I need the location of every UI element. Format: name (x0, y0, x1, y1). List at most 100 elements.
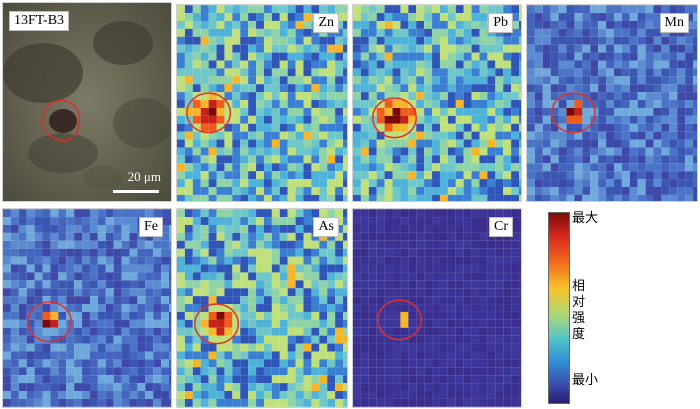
map-pixel (271, 391, 280, 399)
map-pixel (327, 398, 336, 407)
map-pixel (192, 304, 201, 312)
map-pixel (224, 76, 233, 85)
map-pixel (519, 139, 521, 148)
map-pixel (18, 232, 27, 241)
map-pixel (693, 155, 697, 164)
map-pixel (295, 288, 304, 297)
map-pixel (606, 179, 614, 188)
map-pixel (335, 84, 344, 93)
map-pixel (645, 100, 654, 108)
map-pixel (376, 256, 385, 265)
map-pixel (287, 311, 296, 320)
map-pixel (527, 20, 535, 29)
map-pixel (613, 107, 622, 116)
map-pixel (327, 131, 336, 140)
map-pixel (303, 131, 312, 140)
map-pixel (368, 13, 377, 21)
map-pixel (263, 155, 272, 164)
map-pixel (89, 224, 98, 233)
map-pixel (471, 123, 480, 132)
map-pixel (177, 194, 185, 201)
map-pixel (360, 100, 369, 108)
map-pixel (58, 248, 67, 257)
map-pixel (368, 123, 377, 132)
map-pixel (263, 280, 272, 289)
map-pixel (621, 123, 630, 132)
map-pixel (447, 28, 456, 37)
zn-label: Zn (313, 13, 339, 33)
map-pixel (335, 217, 344, 225)
map-pixel (621, 68, 630, 77)
map-pixel (10, 304, 19, 312)
map-pixel (10, 327, 19, 336)
map-pixel (200, 68, 209, 77)
map-pixel (58, 311, 67, 320)
map-pixel (192, 44, 201, 53)
map-pixel (82, 351, 90, 360)
map-pixel (184, 179, 193, 188)
map-pixel (256, 20, 264, 29)
map-pixel (200, 107, 209, 116)
map-pixel (384, 28, 393, 37)
map-pixel (121, 398, 130, 407)
map-pixel (566, 187, 575, 195)
map-pixel (629, 60, 638, 69)
map-pixel (50, 327, 59, 336)
map-pixel (295, 256, 304, 265)
map-pixel (216, 209, 225, 218)
map-pixel (232, 272, 241, 281)
map-pixel (685, 5, 694, 14)
map-pixel (319, 367, 328, 376)
map-pixel (224, 256, 233, 265)
map-pixel (511, 232, 520, 241)
grain-outline (194, 303, 240, 345)
map-pixel (693, 107, 697, 116)
map-pixel (519, 280, 521, 289)
map-pixel (10, 359, 19, 368)
map-pixel (574, 36, 583, 45)
map-pixel (319, 343, 328, 352)
map-pixel (224, 232, 233, 241)
map-pixel (327, 383, 336, 392)
map-pixel (184, 351, 193, 360)
map-pixel (50, 311, 59, 320)
map-pixel (487, 194, 496, 201)
map-pixel (145, 391, 154, 399)
map-pixel (661, 44, 670, 53)
map-pixel (416, 147, 425, 156)
map-pixel (200, 232, 209, 241)
map-pixel (590, 68, 599, 77)
map-pixel (248, 187, 257, 195)
map-pixel (677, 60, 686, 69)
map-pixel (392, 383, 401, 392)
map-pixel (495, 92, 504, 101)
map-pixel (335, 232, 344, 241)
map-pixel (271, 84, 280, 93)
map-pixel (471, 107, 480, 116)
map-pixel (511, 248, 520, 257)
map-pixel (113, 367, 122, 376)
map-pixel (368, 224, 377, 233)
map-pixel (376, 232, 385, 241)
map-pixel (621, 107, 630, 116)
map-pixel (685, 60, 694, 69)
map-pixel (376, 209, 385, 218)
map-pixel (3, 391, 11, 399)
map-pixel (463, 335, 472, 344)
map-pixel (400, 311, 409, 320)
map-pixel (256, 187, 264, 195)
map-pixel (408, 327, 417, 336)
map-pixel (169, 272, 171, 281)
map-pixel (392, 272, 401, 281)
map-pixel (368, 171, 377, 180)
map-pixel (542, 179, 551, 188)
map-pixel (621, 13, 630, 21)
map-pixel (669, 139, 678, 148)
map-pixel (487, 147, 496, 156)
map-pixel (455, 224, 464, 233)
map-pixel (50, 343, 59, 352)
map-pixel (224, 280, 233, 289)
fe-map-panel: Fe (2, 208, 172, 408)
map-pixel (50, 288, 59, 297)
map-pixel (447, 5, 456, 14)
